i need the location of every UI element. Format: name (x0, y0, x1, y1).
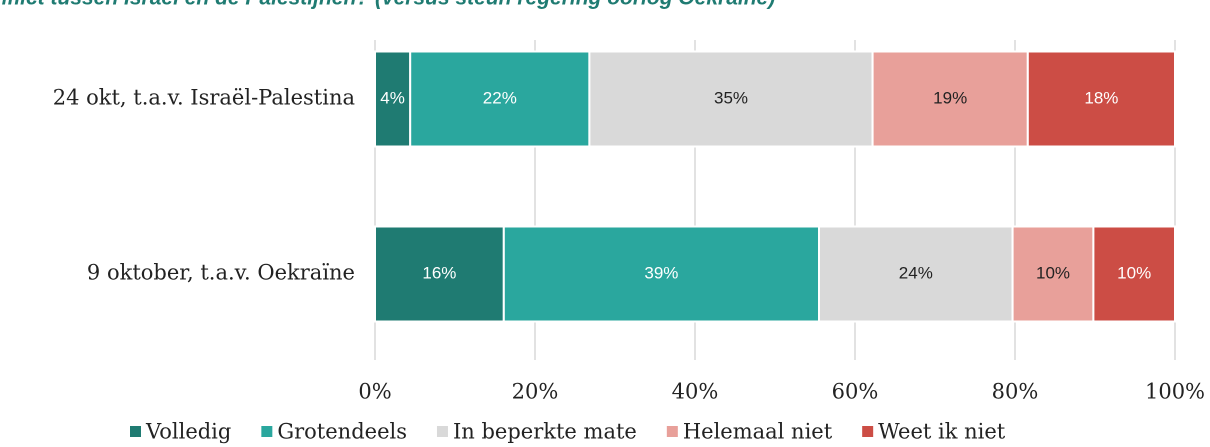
data-label: 10% (1036, 263, 1070, 282)
chart-title: conflict tussen Israël en de Palestijnen… (0, 0, 775, 10)
legend-label: Helemaal niet (683, 420, 833, 444)
bar-segment (1092, 225, 1177, 323)
data-label: 18% (1084, 88, 1118, 107)
bar-segment (871, 50, 1029, 148)
bar-segment (1026, 50, 1177, 148)
y-tick-label: 9 oktober, t.a.v. Oekraïne (87, 261, 355, 285)
data-label: 24% (899, 263, 933, 282)
bar-segment (1011, 225, 1095, 323)
legend-swatch (261, 426, 273, 437)
x-tick-label: 60% (832, 380, 879, 404)
y-tick-label: 24 okt, t.a.v. Israël-Palestina (53, 86, 355, 110)
x-tick-label: 20% (512, 380, 559, 404)
legend-label: Volledig (145, 420, 231, 444)
x-tick-label: 100% (1145, 380, 1205, 404)
data-label: 16% (422, 263, 456, 282)
legend-swatch (130, 426, 141, 437)
data-label: 39% (644, 263, 678, 282)
legend-label: Grotendeels (277, 420, 407, 444)
data-label: 22% (483, 88, 517, 107)
x-tick-label: 80% (992, 380, 1039, 404)
bar-segment (374, 50, 412, 148)
data-label: 10% (1117, 263, 1151, 282)
bar-segment (502, 225, 820, 323)
data-label: 19% (933, 88, 967, 107)
legend-swatch (666, 426, 678, 437)
x-tick-label: 40% (672, 380, 719, 404)
legend-swatch (436, 426, 448, 437)
legend-label: Weet ik niet (878, 420, 1006, 444)
x-tick-label: 0% (358, 380, 391, 404)
data-label: 4% (380, 88, 405, 107)
bar-segment (374, 225, 505, 323)
data-label: 35% (714, 88, 748, 107)
legend-label: In beperkte mate (453, 420, 637, 444)
bar-segment (818, 225, 1014, 323)
legend-swatch (862, 426, 874, 437)
